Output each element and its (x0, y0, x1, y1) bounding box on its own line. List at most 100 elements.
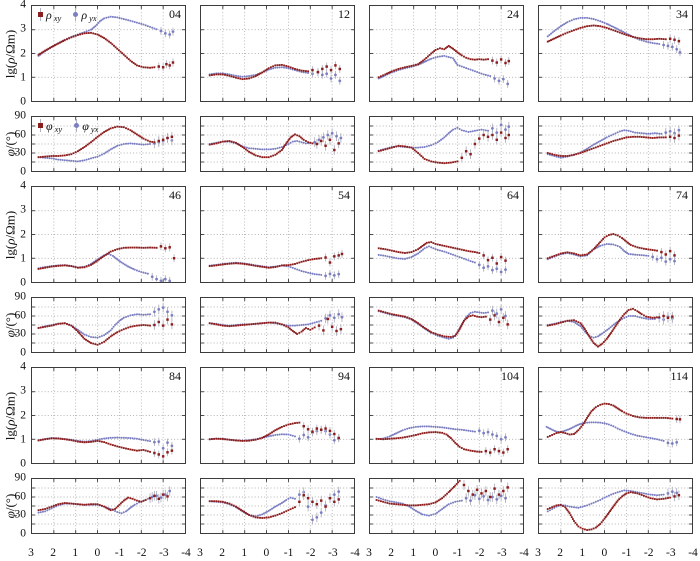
station-label-64: 64 (507, 188, 519, 202)
y-tick-label: 0 (20, 346, 26, 359)
x-tick-label: -2 (305, 547, 316, 559)
y-tick-label: 0 (20, 95, 26, 108)
station-label-114: 114 (670, 369, 688, 383)
plot-row-0-phi: φ/(°) 90 60 30 0 φ xy φ yx (3, 110, 700, 177)
plot-row-0-rho: lg(ρ/Ωm) 4 3 2 1 0 04 ρ xy ρ yx 12 24 34 (3, 0, 700, 107)
legend-marker-yx-icon (72, 8, 79, 21)
y-tick-label: 2 (20, 408, 26, 421)
y-tick-label: 0 (20, 276, 26, 289)
panel-12-phase (200, 116, 355, 172)
x-tick-label: 0 (263, 547, 270, 559)
legend-symbol: ρ (46, 8, 52, 22)
y-tick-label: 1 (20, 71, 26, 83)
y-axis-title-resistivity: lg(ρ/Ωm) (2, 391, 18, 440)
plot-canvas-64-rho (370, 187, 523, 282)
plot-canvas-74-rho (539, 187, 692, 282)
y-tick-label: 60 (14, 489, 27, 502)
x-tick-label: 3 (28, 547, 34, 559)
panel-84-resistivity: 84 (31, 367, 186, 464)
legend-symbol: φ (46, 119, 53, 133)
plot-canvas-34-rho (539, 6, 692, 101)
legend-item-yx: φ yx (73, 119, 98, 133)
panel-54-phase (200, 297, 355, 353)
x-tick-label: -4 (688, 547, 698, 559)
y-tick-label: 0 (20, 527, 26, 540)
panel-34-phase (538, 116, 693, 172)
y-tick-label: 3 (20, 203, 26, 216)
legend-subscript: xy (54, 123, 63, 134)
x-tick-label: 2 (388, 547, 395, 559)
x-tick-label: -1 (283, 547, 294, 559)
panel-104-phase (369, 478, 524, 534)
plot-canvas-104-rho (370, 368, 523, 463)
station-label-24: 24 (507, 7, 519, 21)
plot-canvas-114-phi (539, 479, 692, 533)
panel-64-phase (369, 297, 524, 353)
plot-canvas-64-phi (370, 298, 523, 352)
station-label-74: 74 (676, 188, 688, 202)
panel-24-phase (369, 116, 524, 172)
panel-114-phase (538, 478, 693, 534)
x-tick-label: 1 (241, 547, 248, 559)
plot-canvas-54-rho (201, 187, 354, 282)
legend-subscript: xy (53, 12, 62, 23)
y-tick-label: 90 (14, 471, 27, 484)
plot-canvas-04-phi (32, 117, 185, 171)
plot-canvas-104-phi (370, 479, 523, 533)
panel-46-resistivity: 46 (31, 186, 186, 283)
station-label-84: 84 (169, 369, 181, 383)
panel-94-phase (200, 478, 355, 534)
plot-row-1-rho: lg(ρ/Ωm) 4 3 2 1 0 46 54 64 74 (3, 180, 700, 288)
x-tick-label: 3 (535, 547, 541, 559)
panel-46-phase (31, 297, 186, 353)
y-tick-label: 0 (20, 457, 26, 470)
panel-04-resistivity: 04 ρ xy ρ yx (31, 5, 186, 102)
y-tick-label: 0 (20, 165, 26, 178)
legend-item-xy: ρ xy (37, 8, 62, 23)
legend-item-yx: ρ yx (72, 8, 97, 22)
panel-104-resistivity: 104 (369, 367, 524, 464)
legend-rho: ρ xy ρ yx (37, 8, 97, 23)
plot-canvas-46-phi (32, 298, 185, 352)
x-tick-label: 1 (72, 547, 79, 559)
y-tick-label: 90 (14, 290, 27, 303)
station-label-34: 34 (676, 7, 688, 21)
plot-canvas-74-phi (539, 298, 692, 352)
plot-canvas-84-phi (32, 479, 185, 533)
plot-canvas-24-phi (370, 117, 523, 171)
x-tick-label: -2 (643, 547, 654, 559)
plot-canvas-84-rho (32, 368, 185, 463)
station-label-54: 54 (338, 188, 350, 202)
station-label-104: 104 (501, 369, 519, 383)
x-tick-label: -1 (114, 547, 125, 559)
legend-marker-xy-icon (37, 119, 44, 132)
station-label-04: 04 (169, 7, 181, 21)
x-tick-label: 2 (50, 547, 57, 559)
y-tick-label: 30 (14, 146, 27, 159)
panel-74-phase (538, 297, 693, 353)
y-tick-label: 2 (20, 46, 26, 59)
panel-94-resistivity: 94 (200, 367, 355, 464)
plot-canvas-94-phi (201, 479, 354, 533)
x-tick-label: 3 (366, 547, 372, 559)
plot-canvas-94-rho (201, 368, 354, 463)
plot-canvas-114-rho (539, 368, 692, 463)
x-tick-label: 2 (557, 547, 564, 559)
panel-64-resistivity: 64 (369, 186, 524, 283)
legend-marker-xy-icon (37, 8, 44, 21)
y-tick-label: 3 (20, 384, 26, 397)
x-tick-label: -4 (350, 547, 360, 559)
panel-84-phase (31, 478, 186, 534)
plot-row-2-phi: φ/(°) 90 60 30 0 (3, 472, 700, 539)
station-label-46: 46 (169, 188, 181, 202)
panel-114-resistivity: 114 (538, 367, 693, 464)
x-tick-label: -4 (519, 547, 529, 559)
x-axis-row: 3210-1-2-3-4lg(f/Hz)3210-1-2-3-4lg(f/Hz)… (28, 547, 700, 561)
plot-canvas-12-rho (201, 6, 354, 101)
x-tick-label: -3 (666, 547, 676, 559)
y-tick-label: 4 (20, 179, 26, 192)
y-axis-title-resistivity: lg(ρ/Ωm) (2, 210, 18, 259)
